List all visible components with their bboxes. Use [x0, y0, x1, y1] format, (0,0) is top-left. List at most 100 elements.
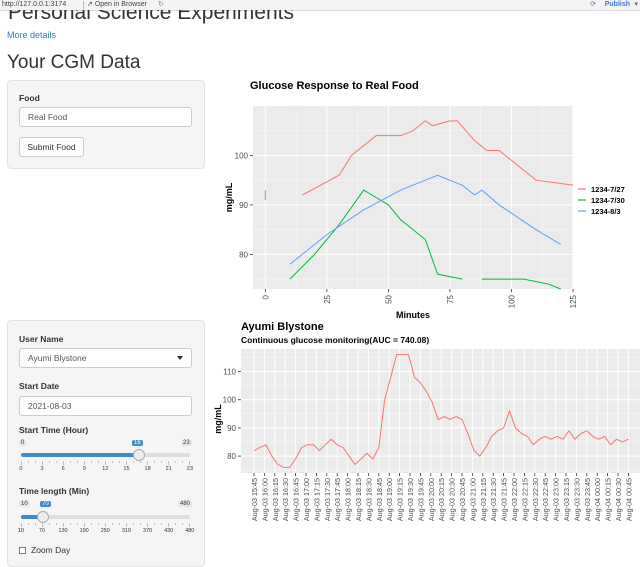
- chart1-x-tick-label: 75: [446, 294, 455, 303]
- more-details-link[interactable]: More details: [7, 30, 57, 40]
- chart2-x-tick-label: Aug-03 20:30: [448, 478, 457, 521]
- chart1-x-tick-label: 125: [569, 294, 578, 308]
- chart1-x-axis-label: Minutes: [396, 310, 430, 318]
- time-length-slider-handle[interactable]: [36, 511, 49, 523]
- time-length-fill: [21, 515, 43, 519]
- chart2-x-tick-label: Aug-04 00:45: [624, 478, 633, 521]
- chart1-title: Glucose Response to Real Food: [250, 80, 419, 92]
- chart1-y-tick-label: 80: [239, 250, 248, 259]
- tl-tick-label: 70: [38, 528, 46, 534]
- time-length-max: 480: [178, 501, 193, 507]
- user-name-select[interactable]: Ayumi Blystone: [19, 348, 192, 368]
- open-in-browser-label: Open in Browser: [94, 1, 147, 8]
- chart2-x-tick-label: Aug-03 22:45: [541, 478, 550, 521]
- tl-tick-label: 130: [58, 528, 68, 534]
- chart2-plot-panel: [241, 349, 640, 473]
- st-tick-label: 12: [102, 466, 109, 472]
- chart1-x-tick-label: 50: [384, 294, 393, 303]
- start-date-label: Start Date: [19, 381, 60, 391]
- glucose-response-chart: 80 90 100 0 25 50 75 100 125 Minutes mg/mL 1234-7/2…: [224, 106, 625, 318]
- tl-tick-label: 250: [100, 528, 110, 534]
- st-tick-label: 21: [165, 466, 172, 472]
- tl-tick-label: 310: [121, 528, 131, 534]
- chart2-x-tick-label: Aug-03 15:45: [250, 478, 259, 521]
- start-time-ticks: [21, 461, 190, 465]
- chart2-x-tick-label: Aug-03 19:45: [416, 478, 425, 521]
- st-tick-label: 15: [123, 466, 130, 472]
- publish-icon: ⟳: [590, 1, 596, 8]
- chart2-x-tick-label: Aug-03 18:15: [354, 478, 363, 521]
- food-panel: Food Real Food Submit Food: [7, 80, 205, 169]
- chart1-series-line: [289, 174, 561, 265]
- tl-tick-label: 480: [185, 528, 195, 534]
- chart2-x-tick-label: Aug-03 18:00: [344, 478, 353, 521]
- chart2-y-tick-label: 100: [223, 396, 237, 405]
- chart2-series-line: [253, 354, 629, 468]
- chart2-x-tick-label: Aug-04 00:30: [614, 478, 623, 521]
- publish-button[interactable]: Publish: [604, 1, 630, 8]
- st-tick-label: 0: [19, 466, 23, 472]
- zoom-day-label: Zoom Day: [31, 545, 71, 555]
- chart2-x-tick-label: Aug-03 21:00: [468, 478, 477, 521]
- chevron-down-icon[interactable]: ▾: [634, 1, 638, 8]
- chart2-x-tick-label: Aug-03 23:15: [562, 478, 571, 521]
- chart2-x-tick-label: Aug-03 16:15: [271, 478, 280, 521]
- app-title: Personal Science Experiments: [8, 1, 294, 24]
- toolbar-divider: [83, 1, 84, 9]
- chart2-x-tick-label: Aug-03 16:00: [260, 478, 269, 521]
- chart1-x-tick-label: 100: [507, 294, 516, 308]
- submit-food-button[interactable]: Submit Food: [19, 137, 84, 157]
- chart1-legend-label: 1234-7/27: [591, 185, 625, 194]
- chart2-subtitle: Continuous glucose monitoring(AUC = 740.…: [241, 335, 430, 345]
- open-in-browser-button[interactable]: ↗ Open in Browser: [87, 1, 147, 8]
- chart1-y-tick-label: 90: [239, 201, 248, 210]
- time-length-track[interactable]: [21, 515, 190, 519]
- chart1-legend-label: 1234-7/30: [591, 196, 625, 205]
- chart2-x-tick-label: Aug-03 21:45: [500, 478, 509, 521]
- refresh-icon[interactable]: ↻: [158, 1, 164, 8]
- chart2-x-tick-label: Aug-03 17:30: [323, 478, 332, 521]
- section-title: Your CGM Data: [7, 52, 141, 73]
- chart2-y-tick-label: 80: [227, 452, 236, 461]
- chart2-x-tick-label: Aug-03 22:00: [510, 478, 519, 521]
- st-tick-label: 18: [144, 466, 151, 472]
- start-time-slider-handle[interactable]: [132, 449, 145, 461]
- chart1-y-tick-label: 100: [235, 151, 249, 160]
- start-time-label: Start Time (Hour): [19, 425, 89, 435]
- chart2-x-tick-label: Aug-03 19:15: [396, 478, 405, 521]
- chart2-x-tick-label: Aug-03 21:30: [489, 478, 498, 521]
- time-length-min: 10: [19, 501, 30, 507]
- chart2-x-tick-label: Aug-03 17:15: [312, 478, 321, 521]
- chart2-x-tick-label: Aug-03 19:00: [385, 478, 394, 521]
- user-name-label: User Name: [19, 334, 64, 344]
- chart2-x-tick-label: Aug-03 20:15: [437, 478, 446, 521]
- food-input[interactable]: Real Food: [19, 107, 192, 127]
- st-tick-label: 6: [61, 466, 65, 472]
- food-label: Food: [19, 93, 40, 103]
- start-date-input[interactable]: 2021-08-03: [19, 396, 192, 416]
- chart1-x-tick-label: 25: [323, 294, 332, 303]
- chart1-x-tick-label: 0: [261, 294, 270, 299]
- chart1-legend-label: 1234-8/3: [591, 207, 621, 216]
- chart2-x-tick-label: Aug-03 21:15: [479, 478, 488, 521]
- zoom-day-checkbox[interactable]: [19, 547, 26, 554]
- tl-tick-label: 190: [79, 528, 89, 534]
- chart1-plot-panel: [253, 106, 573, 289]
- chart2-x-tick-label: Aug-03 17:45: [333, 478, 342, 521]
- browser-toolbar: http://127.0.0.1:3174 ↗ Open in Browser …: [0, 0, 640, 11]
- chart2-y-tick-label: 90: [227, 424, 236, 433]
- chart2-x-tick-label: Aug-03 22:15: [520, 478, 529, 521]
- time-length-ticks: [21, 523, 190, 527]
- chart2-x-tick-label: Aug-03 20:00: [427, 478, 436, 521]
- tl-tick-label: 10: [17, 528, 24, 534]
- chart1-y-axis-label: mg/mL: [224, 182, 234, 212]
- chart2-x-tick-label: Aug-03 23:30: [572, 478, 581, 521]
- chart2-x-tick-label: Aug-03 16:30: [281, 478, 290, 521]
- url-text[interactable]: http://127.0.0.1:3174: [2, 1, 67, 8]
- chart2-x-tick-label: Aug-03 19:30: [406, 478, 415, 521]
- chart1-series-line: [289, 189, 463, 280]
- start-time-min: 0: [19, 440, 27, 446]
- start-time-max: 23: [181, 440, 192, 446]
- chart2-x-tick-label: Aug-03 23:45: [583, 478, 592, 521]
- chart2-x-tick-label: Aug-03 22:30: [531, 478, 540, 521]
